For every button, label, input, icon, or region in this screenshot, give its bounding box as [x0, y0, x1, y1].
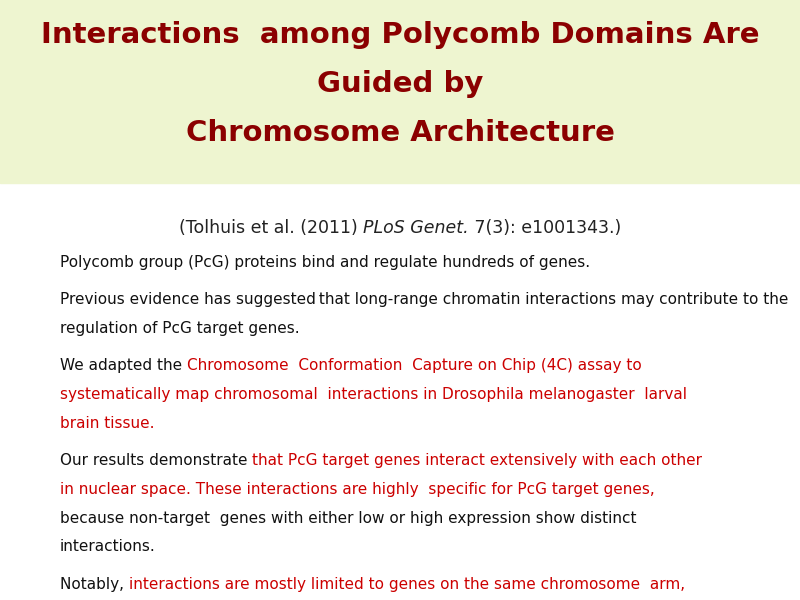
Text: PLoS Genet.: PLoS Genet.: [363, 219, 469, 237]
Text: We adapted the: We adapted the: [60, 358, 187, 373]
Text: Polycomb group (PcG) proteins bind and regulate hundreds of genes.: Polycomb group (PcG) proteins bind and r…: [60, 255, 590, 270]
Text: Chromosome  Conformation  Capture on Chip (4C) assay to: Chromosome Conformation Capture on Chip …: [187, 358, 642, 373]
Text: Chromosome Architecture: Chromosome Architecture: [186, 119, 614, 148]
Text: in nuclear space. These interactions are highly  specific for PcG target genes,: in nuclear space. These interactions are…: [60, 482, 654, 497]
Text: Guided by: Guided by: [317, 70, 483, 98]
Text: interactions are mostly limited to genes on the same chromosome  arm,: interactions are mostly limited to genes…: [129, 577, 685, 592]
Text: regulation of PcG target genes.: regulation of PcG target genes.: [60, 321, 300, 336]
Text: Notably,: Notably,: [60, 577, 129, 592]
Text: brain tissue.: brain tissue.: [60, 416, 154, 431]
Text: systematically map chromosomal  interactions in Drosophila melanogaster  larval: systematically map chromosomal interacti…: [60, 387, 687, 402]
Text: Interactions  among Polycomb Domains Are: Interactions among Polycomb Domains Are: [41, 21, 759, 49]
Text: interactions.: interactions.: [60, 539, 156, 554]
Text: Our results demonstrate: Our results demonstrate: [60, 453, 252, 468]
Text: (Tolhuis et al. (2011): (Tolhuis et al. (2011): [179, 219, 363, 237]
Text: that PcG target genes interact extensively with each other: that PcG target genes interact extensive…: [252, 453, 702, 468]
Text: 7(3): e1001343.): 7(3): e1001343.): [469, 219, 621, 237]
Text: Previous evidence has suggested that long-range chromatin interactions may contr: Previous evidence has suggested that lon…: [60, 292, 788, 307]
FancyBboxPatch shape: [0, 0, 800, 183]
Text: because non-target  genes with either low or high expression show distinct: because non-target genes with either low…: [60, 511, 637, 526]
